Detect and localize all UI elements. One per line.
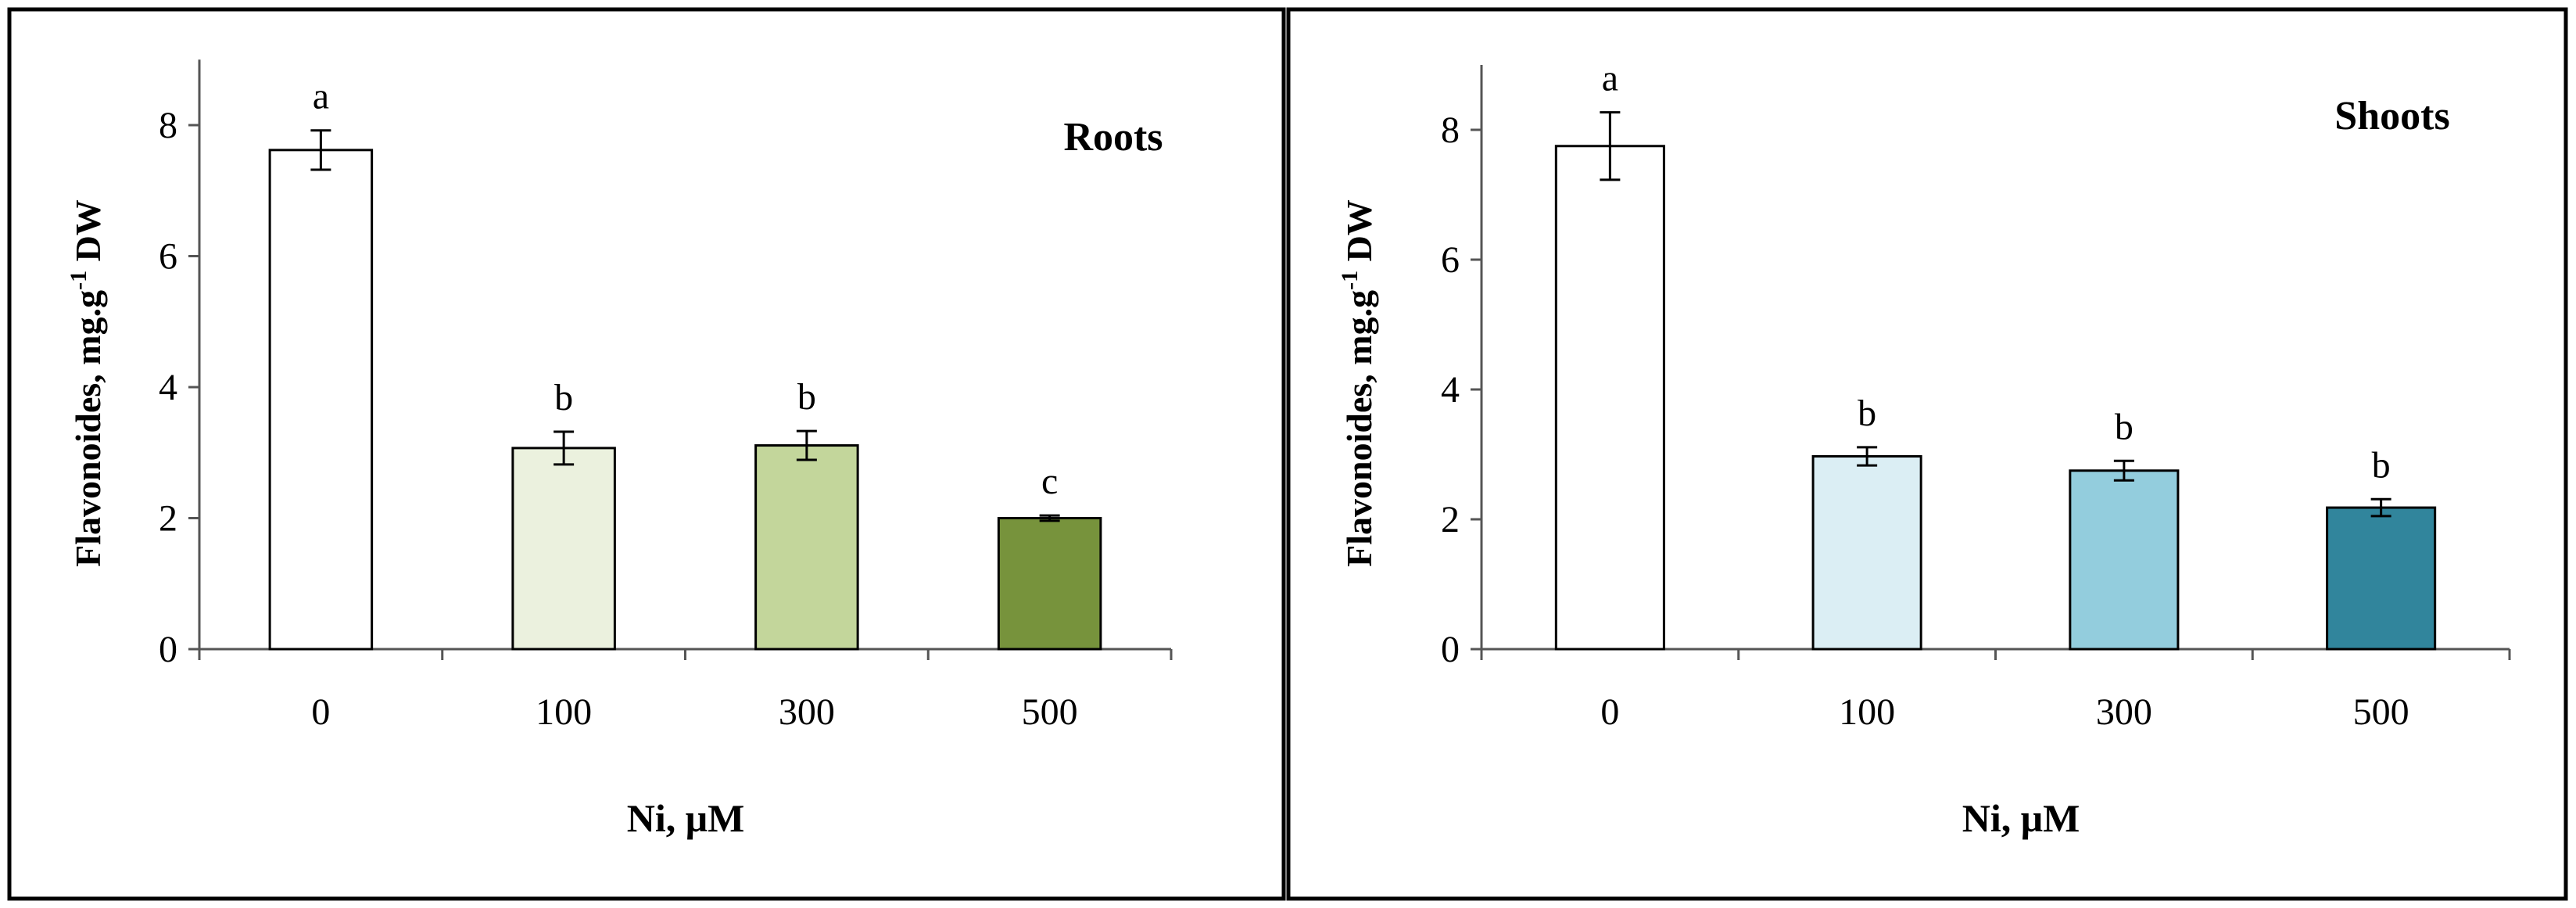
roots-bar-100 (511, 447, 616, 651)
shoots-y-axis-label: Flavonoides, mg.g-1 DW (1337, 199, 1379, 567)
roots-significance-letter: b (797, 376, 816, 418)
shoots-x-tick-label: 100 (1839, 691, 1895, 733)
shoots-y-tick-label: 0 (1441, 629, 1460, 670)
roots-bar-0 (268, 149, 374, 651)
roots-panel-title: Roots (1063, 115, 1163, 160)
shoots-x-axis-label: Ni, μM (1962, 796, 2080, 840)
roots-y-tick-label: 8 (159, 105, 177, 146)
shoots-significance-letter: a (1602, 58, 1618, 99)
shoots-bar-100 (1811, 454, 1922, 651)
shoots-significance-letter: b (2115, 406, 2134, 447)
roots-bar-500 (997, 517, 1102, 651)
shoots-x-tick-label: 500 (2353, 691, 2409, 733)
roots-x-tick-label: 0 (311, 691, 330, 733)
shoots-bar-300 (2069, 469, 2180, 651)
shoots-bars: a b b b (1554, 58, 2437, 651)
roots-x-tick-label: 300 (779, 691, 835, 733)
shoots-y-tick-label: 6 (1441, 239, 1460, 281)
shoots-bar-500 (2326, 506, 2437, 651)
roots-panel-frame (7, 7, 1286, 901)
shoots-panel: a b b b 0 2 4 6 8 0 100 300 500 Shoots Ni, μM Flavo… (1286, 7, 2568, 901)
roots-significance-letter: a (313, 76, 329, 117)
shoots-y-tick-label: 4 (1441, 369, 1460, 411)
roots-y-tick-label: 6 (159, 236, 177, 278)
roots-y-axis-label: Flavonoides, mg.g-1 DW (66, 199, 108, 567)
roots-bars: a b b c (268, 76, 1102, 651)
shoots-x-tick-label: 300 (2096, 691, 2152, 733)
shoots-significance-letter: b (1858, 393, 1876, 434)
roots-y-tick-label: 2 (159, 498, 177, 540)
shoots-y-tick-label: 2 (1441, 499, 1460, 540)
roots-significance-letter: c (1041, 461, 1058, 502)
shoots-panel-frame (1286, 7, 2568, 901)
shoots-panel-title: Shoots (2334, 94, 2449, 138)
shoots-y-tick-label: 8 (1441, 109, 1460, 151)
shoots-bar-0 (1554, 145, 1665, 651)
roots-significance-letter: b (554, 377, 573, 418)
shoots-x-tick-label: 0 (1600, 691, 1619, 733)
shoots-tick-labels: 0 2 4 6 8 0 100 300 500 (1441, 109, 2409, 733)
roots-y-tick-label: 0 (159, 629, 177, 670)
roots-tick-labels: 0 2 4 6 8 0 100 300 500 (159, 105, 1078, 733)
roots-x-axis-label: Ni, μM (627, 796, 745, 840)
roots-panel: a b b c 0 2 4 6 8 0 100 300 500 Roots Ni, μM Flavon… (7, 7, 1286, 901)
shoots-significance-letter: b (2372, 444, 2391, 486)
roots-x-tick-label: 500 (1022, 691, 1078, 733)
roots-y-tick-label: 4 (159, 367, 177, 408)
roots-x-tick-label: 100 (536, 691, 592, 733)
roots-bar-300 (754, 444, 859, 651)
